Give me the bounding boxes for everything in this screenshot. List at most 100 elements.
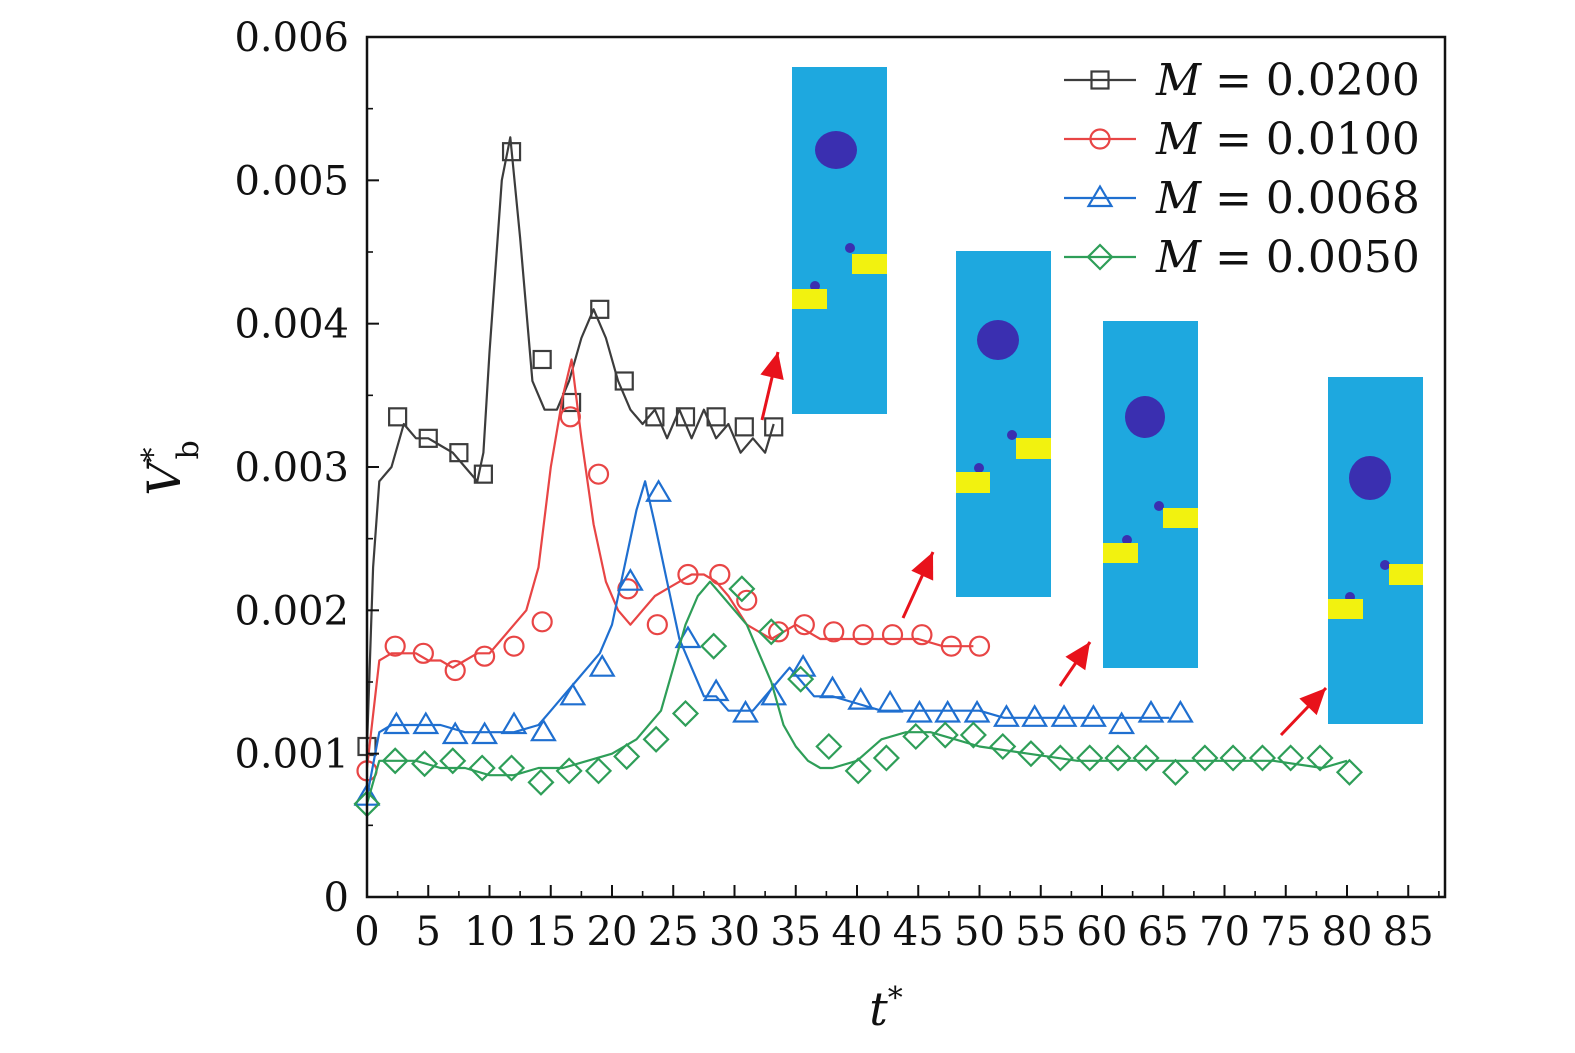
data-point xyxy=(559,406,581,428)
data-point xyxy=(789,654,817,677)
data-point xyxy=(734,417,754,437)
y-tick-label: 0.003 xyxy=(234,445,349,491)
data-point xyxy=(532,349,552,370)
x-tick-label: 65 xyxy=(1138,909,1189,955)
x-tick-label: 5 xyxy=(416,909,441,955)
data-point xyxy=(531,611,553,633)
legend-value: = 0.0200 xyxy=(1215,55,1420,106)
data-point xyxy=(473,464,493,484)
data-point xyxy=(559,682,587,706)
x-tick-label: 50 xyxy=(954,909,1005,955)
data-point xyxy=(823,621,845,643)
data-point xyxy=(1161,758,1190,786)
data-point xyxy=(645,407,665,427)
data-point xyxy=(940,635,962,657)
snapshot-4 xyxy=(1328,377,1423,724)
obstacle-block xyxy=(1328,599,1363,619)
x-tick-label: 60 xyxy=(1077,909,1128,955)
data-point xyxy=(709,563,731,586)
data-point xyxy=(959,721,987,749)
y-axis-label-sup: * xyxy=(136,447,171,462)
data-point xyxy=(677,563,699,586)
data-point xyxy=(1076,744,1104,772)
data-point xyxy=(1248,744,1277,772)
legend-var: M xyxy=(1155,114,1202,165)
legend: M = 0.0200 M = 0.0100 M = 0.0068 M = 0.0050 xyxy=(1064,55,1420,283)
data-point xyxy=(439,747,467,775)
data-point xyxy=(449,443,469,463)
y-tick-label: 0.005 xyxy=(234,158,349,204)
legend-value: = 0.0068 xyxy=(1215,173,1420,224)
data-point xyxy=(444,659,466,682)
obstacle-block xyxy=(1016,438,1051,459)
data-point xyxy=(1104,744,1132,772)
data-point xyxy=(906,699,933,723)
legend-entry: M = 0.0200 xyxy=(1064,55,1420,106)
data-point xyxy=(1017,740,1045,768)
data-point xyxy=(1132,744,1160,772)
data-point xyxy=(881,624,904,646)
snapshot-1 xyxy=(792,67,887,414)
data-point xyxy=(1277,744,1305,772)
data-point xyxy=(1306,744,1334,772)
data-point xyxy=(584,757,613,785)
inset-background xyxy=(1103,321,1198,668)
legend-var: M xyxy=(1155,173,1202,224)
legend-label: M = 0.0068 xyxy=(1155,173,1420,224)
inset-arrows xyxy=(760,351,1328,737)
legend-value: = 0.0100 xyxy=(1215,114,1420,165)
x-tick-label: 40 xyxy=(832,909,883,955)
legend-entry: M = 0.0100 xyxy=(1064,114,1420,165)
series-line xyxy=(365,358,974,769)
data-point xyxy=(474,645,496,667)
x-axis-label-sup: * xyxy=(888,981,903,1016)
droplet xyxy=(1007,430,1017,440)
data-point xyxy=(934,699,962,723)
data-point xyxy=(728,575,756,603)
legend-entry: M = 0.0050 xyxy=(1064,232,1420,283)
series-3 xyxy=(353,575,1364,818)
obstacle-block xyxy=(956,472,990,493)
obstacle-block xyxy=(1389,564,1423,585)
x-tick-label: 85 xyxy=(1383,909,1434,955)
data-point xyxy=(852,624,874,646)
data-point xyxy=(646,614,668,636)
data-point xyxy=(963,699,991,723)
data-point xyxy=(642,725,670,753)
data-point xyxy=(441,721,469,745)
data-point xyxy=(1219,744,1247,772)
x-tick-label: 70 xyxy=(1199,909,1250,955)
data-point xyxy=(1137,699,1165,723)
data-point xyxy=(412,642,434,664)
legend-marker xyxy=(1086,243,1114,271)
data-point xyxy=(382,711,410,735)
x-tick-label: 30 xyxy=(709,909,760,955)
data-point xyxy=(1166,699,1194,723)
x-tick-label: 10 xyxy=(464,909,515,955)
data-point xyxy=(787,665,815,693)
data-point xyxy=(471,721,499,745)
data-point xyxy=(931,721,959,749)
data-point xyxy=(847,686,875,710)
x-tick-label: 35 xyxy=(770,909,821,955)
y-tick-label: 0.002 xyxy=(234,588,349,634)
data-point xyxy=(844,757,872,785)
legend-value: = 0.0050 xyxy=(1215,232,1420,283)
bubble xyxy=(815,131,857,169)
data-point xyxy=(989,732,1017,761)
series-1 xyxy=(356,358,991,782)
data-point xyxy=(706,407,726,427)
data-point xyxy=(872,744,900,772)
data-point xyxy=(588,654,616,677)
data-point xyxy=(468,754,496,782)
data-point xyxy=(993,704,1020,727)
data-point xyxy=(764,417,784,437)
x-tick-label: 0 xyxy=(354,909,379,955)
data-point xyxy=(501,142,522,162)
data-point xyxy=(819,675,846,699)
data-point xyxy=(760,682,788,706)
series-layer xyxy=(353,136,1364,818)
data-point xyxy=(902,722,930,751)
obstacle-block xyxy=(852,254,887,274)
legend-label: M = 0.0050 xyxy=(1155,232,1420,283)
